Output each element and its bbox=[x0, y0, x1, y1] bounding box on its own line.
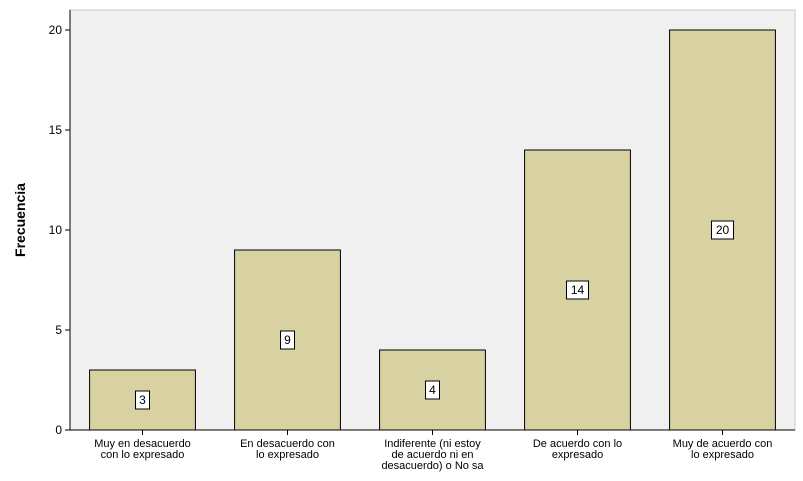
data-label: 4 bbox=[429, 383, 436, 397]
y-axis-label: Frecuencia bbox=[12, 183, 28, 257]
y-tick-label: 15 bbox=[49, 123, 63, 137]
data-label-box bbox=[135, 390, 150, 410]
category-label: Indiferente (ni estoy de acuerdo ni en des… bbox=[381, 438, 484, 472]
y-tick-label: 20 bbox=[49, 23, 63, 37]
category-labels: Muy en desacuerdo con lo expresado En desa… bbox=[94, 438, 772, 472]
category-label: Muy de acuerdo con lo expresado bbox=[673, 438, 773, 461]
bars: 3 9 4 14 20 bbox=[89, 29, 776, 435]
y-tick-label: 0 bbox=[55, 423, 62, 437]
data-label: 9 bbox=[284, 333, 291, 347]
data-label-box bbox=[425, 380, 440, 400]
data-label-box bbox=[280, 330, 295, 350]
y-tick-label: 10 bbox=[49, 223, 63, 237]
category-label: Muy en desacuerdo con lo expresado bbox=[94, 438, 191, 461]
data-label: 3 bbox=[139, 393, 146, 407]
category-label: En desacuerdo con lo expresado bbox=[240, 438, 335, 461]
data-label-box bbox=[711, 220, 734, 240]
category-label: De acuerdo con lo expresado bbox=[533, 438, 622, 461]
y-tick-label: 5 bbox=[55, 323, 62, 337]
data-label-box bbox=[566, 280, 589, 300]
data-label: 14 bbox=[571, 283, 585, 297]
data-label: 20 bbox=[716, 223, 730, 237]
